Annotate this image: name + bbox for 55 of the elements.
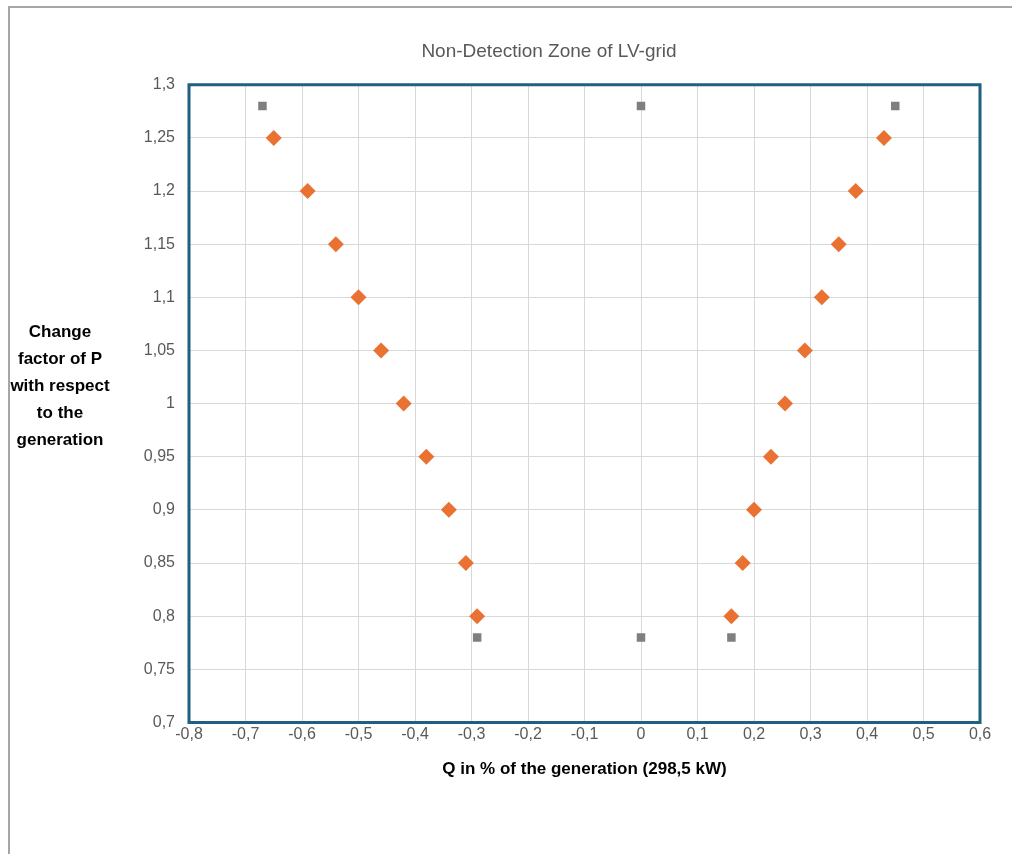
point (830, 236, 847, 253)
y-tick-label: 0,75 (143, 659, 176, 677)
point (847, 183, 864, 200)
x-tick-label: -0,7 (231, 725, 260, 743)
x-tick-label: -0,5 (344, 725, 373, 743)
point (813, 289, 830, 306)
point (440, 501, 457, 518)
point (734, 555, 751, 571)
x-tick-label: -0,2 (514, 725, 542, 743)
point (299, 183, 316, 200)
x-tick-label: -0,8 (175, 725, 203, 743)
y-tick-label: 0,95 (143, 447, 176, 465)
y-tick-label: 0,8 (152, 606, 176, 624)
y-tick-label: 0,9 (152, 500, 176, 518)
point (457, 555, 474, 571)
x-tick-label: 0,3 (799, 725, 822, 743)
y-tick-label: 1,25 (143, 128, 176, 146)
chart-title: Non-Detection Zone of LV-grid (421, 39, 677, 61)
point (472, 633, 482, 642)
x-tick-label: -0,3 (457, 725, 486, 743)
point (875, 129, 892, 146)
x-tick-label: -0,1 (570, 725, 599, 743)
x-tick-label: 0,5 (912, 725, 935, 743)
y-tick-label: 1,15 (143, 234, 176, 252)
y-axis-title: Change factor of P with respect to the generation (10, 321, 110, 451)
point (727, 633, 736, 642)
point (350, 289, 367, 306)
y-tick-label: 1 (166, 394, 176, 412)
x-tick-label: 0,4 (855, 725, 879, 743)
point (762, 448, 779, 465)
point (636, 633, 646, 642)
y-tick-label: 0,7 (152, 712, 176, 730)
y-tick-label: 1,2 (152, 181, 176, 199)
x-tick-label: 0 (636, 725, 646, 743)
x-axis-title: Q in % of the generation (298,5 kW) (442, 759, 727, 779)
point (796, 342, 813, 359)
point (723, 608, 740, 625)
point (373, 342, 390, 359)
point (265, 129, 282, 146)
point (395, 395, 412, 412)
point (258, 101, 267, 111)
y-tick-label: 1,05 (143, 340, 176, 358)
point (418, 448, 435, 465)
y-tick-label: 1,3 (152, 75, 176, 93)
x-tick-label: 0,2 (742, 725, 766, 743)
x-tick-label: 0,1 (686, 725, 709, 743)
y-tick-label: 0,85 (143, 553, 176, 571)
x-tick-label: 0,6 (968, 725, 992, 743)
y-tick-label: 1,1 (152, 287, 176, 305)
point (327, 236, 344, 253)
x-tick-label: -0,4 (401, 725, 429, 743)
point (746, 501, 762, 518)
x-tick-label: -0,6 (288, 725, 316, 743)
point (469, 608, 486, 625)
point (777, 395, 794, 412)
